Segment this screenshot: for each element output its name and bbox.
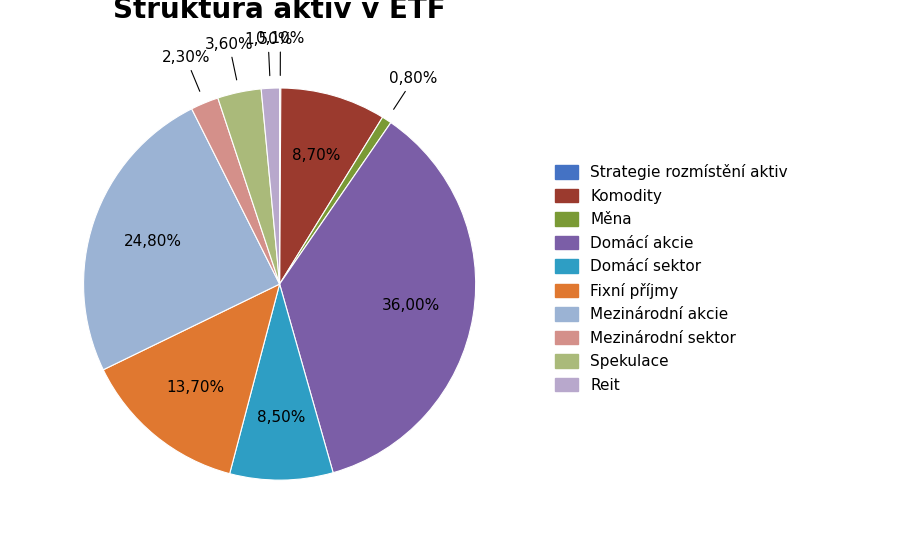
Text: 2,30%: 2,30% bbox=[161, 50, 210, 91]
Text: 0,80%: 0,80% bbox=[390, 71, 437, 109]
Wedge shape bbox=[103, 284, 280, 473]
Wedge shape bbox=[192, 98, 280, 284]
Legend: Strategie rozmístění aktiv, Komodity, Měna, Domácí akcie, Domácí sektor, Fixní p: Strategie rozmístění aktiv, Komodity, Mě… bbox=[548, 158, 794, 399]
Text: 13,70%: 13,70% bbox=[166, 379, 224, 394]
Text: 1,50%: 1,50% bbox=[244, 32, 292, 76]
Wedge shape bbox=[280, 117, 391, 284]
Wedge shape bbox=[262, 88, 280, 284]
Wedge shape bbox=[84, 109, 280, 370]
Text: 36,00%: 36,00% bbox=[382, 298, 440, 313]
Text: 0,10%: 0,10% bbox=[256, 32, 305, 75]
Wedge shape bbox=[280, 88, 382, 284]
Wedge shape bbox=[218, 89, 280, 284]
Text: 3,60%: 3,60% bbox=[205, 37, 253, 80]
Title: Struktura aktiv v ETF: Struktura aktiv v ETF bbox=[114, 0, 446, 24]
Wedge shape bbox=[230, 284, 333, 480]
Text: 24,80%: 24,80% bbox=[124, 234, 182, 249]
Text: 8,70%: 8,70% bbox=[292, 148, 341, 163]
Wedge shape bbox=[280, 123, 475, 473]
Wedge shape bbox=[280, 88, 281, 284]
Text: 8,50%: 8,50% bbox=[257, 410, 305, 425]
